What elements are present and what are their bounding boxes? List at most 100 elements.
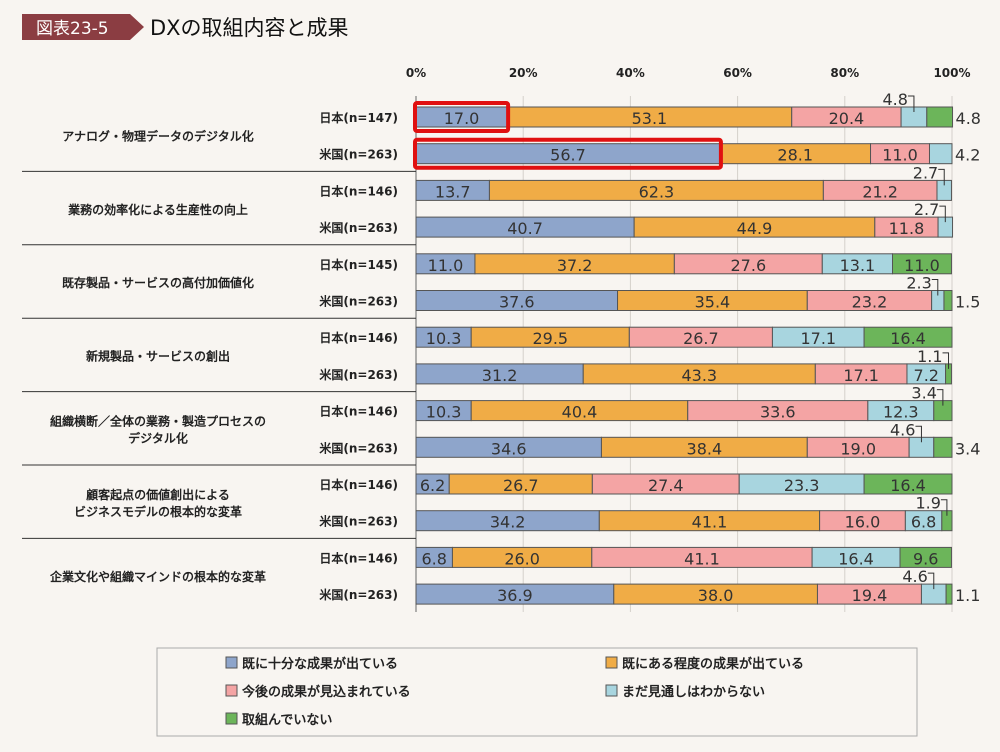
x-tick-label: 40% [616, 66, 645, 80]
row-label: 米国(n=263) [319, 294, 398, 309]
data-label: 37.2 [557, 256, 593, 275]
data-label: 6.8 [911, 513, 936, 532]
leader-line [931, 279, 939, 296]
bar-segment [928, 143, 953, 165]
data-label: 11.8 [889, 219, 925, 238]
bar-segment [899, 546, 952, 568]
data-label: 27.6 [731, 256, 767, 275]
data-label: 16.4 [838, 549, 874, 568]
data-label: 19.4 [852, 586, 888, 605]
data-label: 36.9 [497, 586, 533, 605]
data-label: 35.4 [695, 293, 731, 312]
leader-line [942, 352, 950, 369]
figure-badge-label: 図表23-5 [36, 19, 109, 39]
data-label: 20.4 [829, 109, 865, 128]
data-label: 3.4 [955, 439, 980, 458]
header: 図表23-5 DXの取組内容と成果 [22, 14, 349, 40]
data-label: 4.6 [902, 567, 927, 586]
row-label: 米国(n=263) [319, 147, 398, 162]
legend-swatch [605, 684, 618, 697]
legend-label: 取組んでいない [242, 712, 332, 728]
leader-line [927, 572, 935, 590]
data-label: 1.5 [955, 293, 980, 312]
data-label: 34.6 [491, 439, 527, 458]
x-tick-label: 20% [509, 66, 538, 80]
data-label: 1.1 [955, 586, 980, 605]
data-label: 10.3 [426, 403, 462, 422]
highlight-box [413, 101, 511, 133]
row-label: 米国(n=263) [319, 514, 398, 529]
category-label: ビジネスモデルの根本的な変革 [74, 504, 242, 519]
category-label: 既存製品・サービスの高付加価値化 [62, 275, 254, 290]
data-label: 38.0 [698, 586, 734, 605]
data-label: 41.1 [684, 549, 720, 568]
bar-segment [945, 583, 953, 605]
data-label: 19.0 [840, 439, 876, 458]
data-label: 9.6 [913, 549, 938, 568]
data-label: 17.1 [800, 329, 836, 348]
highlight-box [413, 137, 723, 170]
data-label: 11.0 [882, 146, 918, 165]
data-label: 56.7 [550, 146, 586, 165]
data-label: 33.6 [760, 403, 796, 422]
data-label: 6.2 [420, 476, 445, 495]
bar-segment [926, 106, 954, 128]
category-label: 業務の効率化による生産性の向上 [67, 202, 248, 217]
data-label: 53.1 [632, 109, 668, 128]
legend-label: 今後の成果が見込まれている [241, 684, 411, 700]
x-tick-label: 0% [406, 66, 426, 80]
data-label: 21.2 [862, 182, 898, 201]
data-label: 23.2 [852, 293, 888, 312]
x-tick-label: 80% [830, 66, 859, 80]
data-label: 40.4 [562, 403, 598, 422]
data-label: 17.1 [843, 366, 879, 385]
data-label: 62.3 [639, 182, 675, 201]
row-label: 日本(n=147) [319, 110, 398, 125]
data-label: 12.3 [883, 403, 919, 422]
data-label: 26.0 [504, 549, 540, 568]
data-label: 26.7 [503, 476, 539, 495]
bar-segment [943, 290, 953, 311]
legend-label: まだ見通しはわからない [622, 684, 765, 700]
row-label: 日本(n=146) [319, 477, 398, 492]
data-label: 1.9 [915, 494, 940, 513]
leader-line [940, 499, 948, 516]
row-label: 日本(n=145) [319, 257, 398, 272]
data-label: 38.4 [687, 439, 723, 458]
leader-line [915, 425, 922, 443]
data-label: 41.1 [692, 513, 728, 532]
data-label: 11.0 [428, 256, 464, 275]
bar-segment [863, 326, 953, 348]
row-label: 日本(n=146) [319, 330, 398, 345]
data-label: 10.3 [426, 329, 462, 348]
legend-label: 既に十分な成果が出ている [242, 656, 398, 672]
data-label: 4.8 [882, 90, 907, 109]
leader-line [907, 95, 915, 112]
bar-segment [933, 436, 953, 458]
leader-line [939, 205, 946, 223]
figure-badge [22, 14, 144, 40]
category-label: 組織横断／全体の業務・製造プロセスの [50, 413, 266, 428]
legend-swatch [225, 656, 238, 669]
row-label: 米国(n=263) [319, 220, 398, 235]
data-label: 13.7 [435, 182, 471, 201]
x-tick-label: 100% [933, 66, 970, 80]
data-label: 16.4 [890, 329, 926, 348]
data-label: 23.3 [784, 476, 820, 495]
row-label: 日本(n=146) [319, 183, 398, 198]
data-label: 4.2 [955, 146, 980, 165]
category-label: アナログ・物理データのデジタル化 [62, 128, 254, 143]
bar-segment [863, 473, 953, 495]
legend-swatch [605, 656, 618, 669]
data-label: 7.2 [914, 366, 939, 385]
data-label: 6.8 [421, 549, 446, 568]
data-label: 26.7 [683, 329, 719, 348]
data-label: 37.6 [499, 293, 535, 312]
data-label: 2.3 [906, 274, 931, 293]
bar-segment [892, 253, 952, 275]
data-label: 34.2 [490, 513, 526, 532]
legend-swatch [225, 712, 238, 725]
leader-line [936, 389, 944, 406]
